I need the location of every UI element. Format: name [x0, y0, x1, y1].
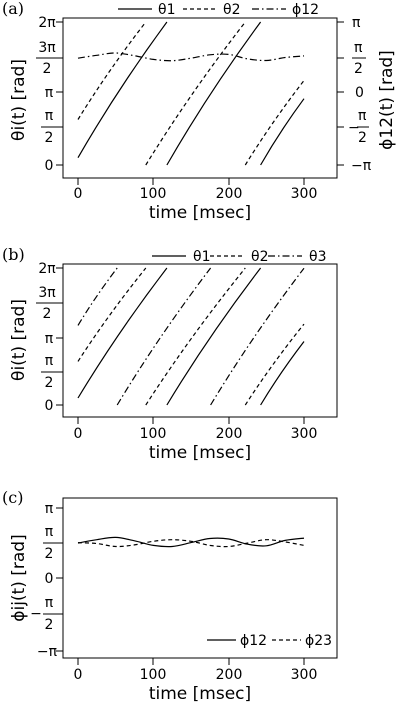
panel-c-series	[77, 536, 305, 548]
series-a-0-segment-0	[77, 21, 168, 158]
series-a-1-segment-1	[145, 21, 246, 166]
y-tick-a-right-0: 0	[355, 85, 364, 101]
legend-a-theta1: θ1	[158, 2, 175, 18]
y-tick-c-neg-pi-half-den: 2	[45, 617, 54, 633]
panel-c-legend: ϕ12 ϕ23	[207, 633, 332, 649]
panel-a-y-ticks-left: 0 π 2 π 3π 2 2π	[36, 15, 63, 174]
panel-a-ylabel-right: ϕ12(t) [rad]	[377, 50, 397, 150]
panel-a-y-ticks-right: −π − π 2 0 π 2 π	[337, 15, 372, 174]
series-c-0-segment-0	[77, 536, 305, 548]
y-tick-a-right-neg-pi: −π	[351, 158, 372, 174]
legend-a-phi12: ϕ12	[292, 2, 319, 18]
series-b-1-segment-1	[145, 267, 246, 406]
panel-a-plot-frame	[62, 17, 338, 179]
legend-c-phi23: ϕ23	[305, 633, 332, 649]
series-a-1-segment-0	[77, 21, 147, 120]
y-tick-a-right-minus: −	[348, 120, 360, 136]
panel-b-series	[77, 267, 305, 406]
y-tick-a-0: 0	[45, 158, 54, 174]
y-tick-a-right-pi-half-den: 2	[354, 61, 363, 77]
series-a-2-segment-0	[77, 52, 305, 62]
series-b-2-segment-1	[116, 267, 212, 406]
panel-c-x-ticks: 0 100 200 300	[74, 658, 318, 683]
panel-b-xlabel: time [msec]	[149, 443, 251, 463]
y-tick-b-pi-half-den: 2	[45, 375, 54, 391]
x-tick-c-200: 200	[216, 667, 243, 683]
y-tick-b-0: 0	[45, 398, 54, 414]
x-tick-b-300: 300	[291, 426, 318, 442]
legend-b-theta1: θ1	[193, 249, 210, 265]
panel-a-series	[77, 21, 305, 166]
panel-c-plot-frame	[62, 497, 338, 659]
y-tick-a-right-neg-pi-half-den: 2	[358, 130, 367, 146]
panel-c-y-ticks-left: −π − π 2 0 π 2 π	[30, 501, 63, 660]
y-tick-a-pi-half-num: π	[45, 108, 54, 124]
x-tick-b-0: 0	[74, 426, 83, 442]
panel-c-ylabel: ϕij(t) [rad]	[9, 534, 29, 621]
panel-b-ylabel: θi(t) [rad]	[9, 299, 29, 381]
x-tick-a-300: 300	[291, 186, 318, 202]
legend-b-theta3: θ3	[309, 249, 326, 265]
y-tick-b-pi-half-num: π	[45, 353, 54, 369]
series-a-0-segment-1	[166, 21, 262, 166]
series-b-0-segment-1	[166, 267, 262, 406]
series-a-1-segment-2	[244, 80, 305, 166]
y-tick-a-pi: π	[45, 85, 54, 101]
x-tick-c-100: 100	[140, 667, 167, 683]
panel-a-ylabel: θi(t) [rad]	[9, 59, 29, 141]
y-tick-b-3pi-half-den: 2	[43, 306, 52, 322]
y-tick-c-neg-pi-half-num: π	[45, 595, 54, 611]
panel-a-legend: θ1 θ2 ϕ12	[118, 2, 319, 18]
y-tick-c-pi: π	[45, 501, 54, 517]
legend-c-phi12: ϕ12	[240, 633, 267, 649]
panel-a: (a) θ1 θ2 ϕ12 0 100 200 300 time [msec] …	[2, 0, 397, 223]
x-tick-c-300: 300	[291, 667, 318, 683]
y-tick-c-neg-pi: −π	[37, 644, 58, 660]
series-b-2-segment-0	[77, 267, 118, 326]
panel-a-x-ticks: 0 100 200 300	[74, 178, 318, 202]
series-a-0-segment-2	[260, 98, 305, 166]
panel-a-xlabel: time [msec]	[149, 203, 251, 223]
y-tick-c-pi-half-num: π	[45, 524, 54, 540]
y-tick-c-pi-half-den: 2	[45, 546, 54, 562]
y-tick-a-pi-half-den: 2	[45, 130, 54, 146]
series-b-1-segment-0	[77, 267, 147, 362]
series-b-1-segment-2	[244, 323, 305, 406]
panel-b-plot-frame	[62, 263, 338, 418]
series-c-1-segment-0	[77, 539, 305, 548]
y-tick-a-right-neg-pi-half-num: π	[358, 108, 367, 124]
panel-b-x-ticks: 0 100 200 300	[74, 417, 318, 442]
panel-b-legend: θ1 θ2 θ3	[152, 249, 326, 265]
y-tick-a-2pi: 2π	[38, 15, 56, 31]
y-tick-b-3pi-half-num: 3π	[38, 285, 56, 301]
series-b-2-segment-2	[210, 267, 305, 406]
y-tick-a-right-pi: π	[352, 15, 361, 31]
y-tick-b-pi: π	[45, 331, 54, 347]
panel-c-xlabel: time [msec]	[149, 684, 251, 704]
series-b-0-segment-0	[77, 267, 168, 399]
panel-c-label: (c)	[2, 488, 23, 507]
x-tick-b-100: 100	[140, 426, 167, 442]
y-tick-c-minus: −	[30, 606, 42, 622]
x-tick-a-100: 100	[140, 186, 167, 202]
panel-a-label: (a)	[2, 0, 24, 18]
y-tick-a-3pi-half-num: 3π	[38, 40, 56, 56]
legend-b-theta2: θ2	[251, 249, 268, 265]
panel-b-label: (b)	[2, 245, 25, 264]
x-tick-c-0: 0	[74, 667, 83, 683]
legend-a-theta2: θ2	[223, 2, 240, 18]
panel-b: (b) θ1 θ2 θ3 0 100 200 300 time [msec] 0…	[2, 245, 338, 463]
panel-c: (c) ϕ12 ϕ23 0 100 200 300 time [msec] −π…	[2, 488, 338, 704]
y-tick-c-0: 0	[45, 571, 54, 587]
x-tick-b-200: 200	[216, 426, 243, 442]
y-tick-b-2pi: 2π	[38, 261, 56, 277]
panel-b-y-ticks-left: 0 π 2 π 3π 2 2π	[36, 261, 63, 414]
x-tick-a-0: 0	[74, 186, 83, 202]
x-tick-a-200: 200	[216, 186, 243, 202]
series-b-0-segment-2	[260, 341, 305, 406]
y-tick-a-right-pi-half-num: π	[354, 40, 363, 56]
y-tick-a-3pi-half-den: 2	[43, 61, 52, 77]
